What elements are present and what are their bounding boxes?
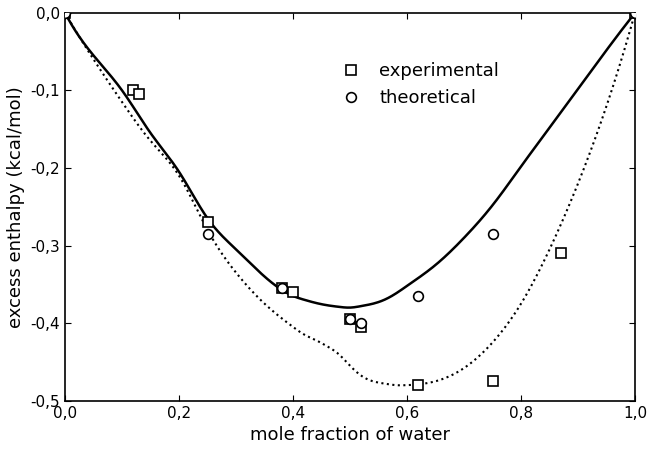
theoretical [61,10,69,16]
experimental [129,88,137,93]
experimental [346,317,354,322]
experimental [631,10,639,16]
theoretical [203,231,211,237]
Y-axis label: excess enthalpy (kcal/mol): excess enthalpy (kcal/mol) [7,86,25,328]
theoretical [631,10,639,16]
experimental [557,251,565,256]
Line: theoretical: theoretical [60,8,640,328]
experimental [358,324,366,330]
X-axis label: mole fraction of water: mole fraction of water [250,426,450,444]
Legend: experimental, theoretical: experimental, theoretical [329,53,508,116]
experimental [278,285,286,291]
theoretical [346,317,354,322]
experimental [289,290,297,295]
theoretical [415,293,422,299]
theoretical [278,285,286,291]
experimental [415,382,422,388]
experimental [61,10,69,16]
theoretical [358,320,366,326]
Line: experimental: experimental [60,8,640,390]
experimental [203,220,211,225]
experimental [135,92,143,97]
experimental [489,378,496,384]
theoretical [489,231,496,237]
